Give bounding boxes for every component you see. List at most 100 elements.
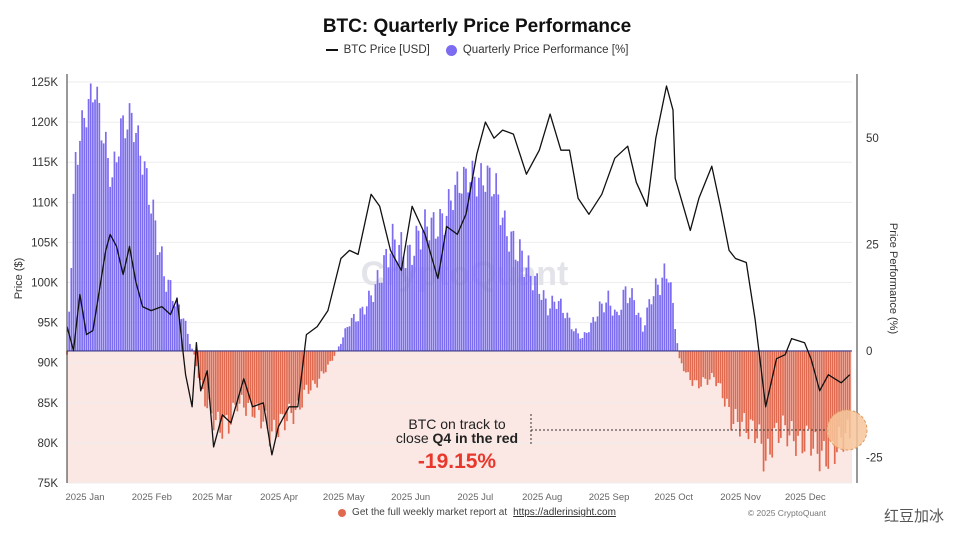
performance-bar (540, 299, 543, 352)
performance-bar (421, 230, 424, 352)
performance-bar (749, 350, 752, 420)
performance-bar (143, 161, 146, 352)
performance-bar (359, 308, 362, 352)
performance-bar (419, 249, 422, 352)
performance-bar (258, 350, 260, 411)
performance-bar (551, 295, 554, 352)
performance-bar (762, 350, 765, 472)
performance-bar (324, 350, 327, 373)
performance-bar (575, 328, 577, 352)
performance-bar (393, 239, 396, 352)
performance-bar (208, 350, 211, 400)
performance-bar (376, 270, 379, 352)
performance-bar (799, 350, 802, 431)
dot-swatch-icon (445, 44, 457, 56)
performance-bar (669, 282, 672, 352)
performance-bar (527, 255, 530, 352)
performance-bar (531, 290, 534, 352)
legend-item-price[interactable]: BTC Price [USD] (325, 44, 430, 56)
performance-bar (247, 350, 250, 403)
performance-bar (695, 350, 698, 381)
performance-bar (836, 350, 838, 453)
performance-bar (137, 125, 140, 352)
performance-bar (210, 350, 213, 414)
performance-bar (698, 350, 700, 389)
performance-bar (713, 350, 715, 378)
footer-link[interactable]: https://adlerinsight.com (513, 507, 616, 518)
performance-bar (549, 308, 551, 352)
performance-bar (536, 273, 538, 352)
performance-bar (374, 284, 377, 352)
performance-bar (385, 248, 388, 352)
performance-bar (195, 350, 198, 367)
performance-bar (618, 315, 620, 352)
performance-bar (542, 290, 545, 352)
performance-bar (400, 232, 403, 352)
performance-bar (318, 350, 321, 379)
performance-bar (303, 350, 306, 390)
performance-bar (790, 350, 793, 422)
legend-item-performance[interactable]: Quarterly Price Performance [%] (445, 44, 628, 56)
performance-bar (74, 151, 77, 352)
performance-bar (68, 311, 71, 352)
performance-bar (286, 350, 288, 422)
performance-bar (206, 350, 209, 409)
performance-bar (741, 350, 743, 422)
performance-bar (130, 112, 133, 352)
performance-bar (473, 176, 476, 352)
performance-bar (611, 315, 614, 352)
price-line (66, 85, 851, 456)
performance-bar (812, 350, 815, 449)
performance-bar (743, 350, 746, 414)
highlight-circle (826, 409, 868, 451)
performance-bar (547, 315, 549, 352)
performance-bar (726, 350, 728, 399)
performance-bar (456, 171, 459, 352)
performance-bar (165, 291, 168, 352)
performance-bar (480, 163, 482, 352)
performance-bar (747, 350, 750, 440)
performance-bar (637, 312, 640, 352)
performance-bar (553, 301, 556, 352)
performance-bar (312, 350, 314, 381)
performance-bar (411, 264, 413, 352)
performance-bar (490, 196, 493, 352)
performance-bar (227, 350, 230, 434)
performance-bar (173, 306, 176, 352)
performance-bar (124, 138, 127, 352)
performance-bar (111, 177, 114, 352)
performance-bar (415, 225, 418, 352)
y-tick-label: 80K (38, 438, 59, 450)
performance-bar (102, 143, 105, 352)
y2-tick-label: 0 (866, 346, 872, 358)
performance-bar (529, 275, 532, 352)
performance-bar (728, 350, 730, 408)
performance-bar (758, 350, 761, 425)
performance-bar (590, 322, 592, 352)
performance-bar (460, 193, 463, 352)
performance-bar (292, 350, 295, 425)
performance-bar (389, 253, 392, 352)
performance-bar (667, 282, 670, 352)
performance-bar (255, 350, 258, 404)
performance-bar (342, 337, 344, 352)
performance-bar (503, 210, 506, 352)
performance-bar (641, 331, 644, 352)
performance-bar (568, 317, 571, 352)
y-tick-label: 90K (38, 358, 59, 370)
performance-bar (842, 350, 845, 452)
performance-bar (361, 306, 364, 352)
performance-bar (788, 350, 791, 436)
x-tick-label: 2025 Sep (589, 492, 630, 503)
performance-bar (803, 350, 806, 452)
performance-bar (544, 298, 547, 352)
performance-bar (301, 350, 303, 408)
performance-bar (745, 350, 748, 433)
performance-bar (432, 212, 435, 352)
x-tick-label: 2025 Apr (260, 492, 298, 503)
y-tick-label: 125K (31, 77, 58, 89)
performance-bar (100, 140, 103, 352)
performance-bar (327, 350, 329, 365)
performance-bar (564, 318, 567, 352)
performance-bar (406, 245, 409, 352)
